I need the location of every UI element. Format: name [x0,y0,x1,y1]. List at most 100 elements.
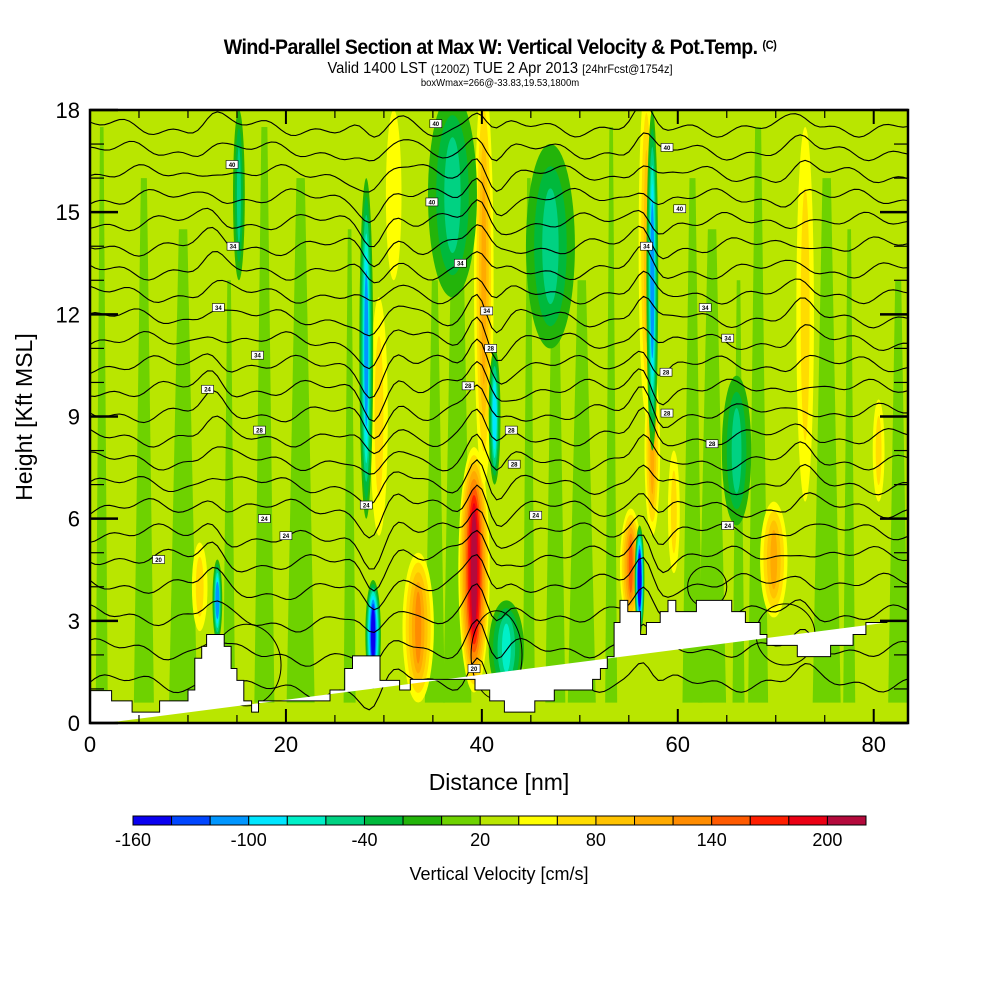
theta-contour-line [90,433,908,475]
svg-text:20: 20 [155,558,162,564]
contour-labels: 40 34 34 34 24 28 24 24 20 40 40 34 34 28 28 28 28 24 20 24… [152,119,735,673]
svg-text:24: 24 [261,517,268,523]
w-level-contour [637,556,642,603]
x-tick-label: 0 [84,732,96,757]
contour-label: 24 [201,384,214,394]
colorbar-swatch [248,815,288,826]
colorbar-swatch [595,815,636,826]
contour-label: 20 [152,555,165,564]
w-level-contour [800,187,810,441]
theta-contour-line [90,199,908,248]
y-tick-label: 9 [68,405,80,430]
colorbar-swatch [518,815,558,826]
svg-text:24: 24 [283,534,290,540]
contour-label: 34 [640,241,653,251]
svg-text:34: 34 [483,309,490,315]
valid-date: TUE 2 Apr 2013 [473,60,579,77]
w-cell-updraft-70 [760,501,788,618]
contour-label: 24 [279,531,293,540]
colorbar-swatch [634,815,674,826]
contour-label: 34 [721,333,735,342]
w-level-contour [472,518,477,621]
field-striation [567,280,596,703]
w-cell-updraft-slant-28-top [385,110,402,281]
colorbar-swatch [788,815,828,826]
field-striation [223,280,236,703]
svg-text:34: 34 [643,245,650,251]
y-axis-label: Height [Kft MSL] [11,333,37,500]
colorbar-swatch [286,815,327,826]
svg-text:28: 28 [487,347,494,353]
contour-label: 28 [659,367,673,377]
w-cell-sink-66 [721,375,752,526]
w-level-contour [364,270,369,427]
svg-text:40: 40 [676,207,683,213]
svg-text:40: 40 [664,146,671,152]
contour-label: 24 [529,510,543,520]
x-tick-label: 60 [666,732,690,757]
theta-contour-line [90,529,908,592]
colorbar-tick-label: 200 [812,830,842,850]
svg-text:24: 24 [363,503,370,509]
field-striation [682,178,703,703]
colorbar-swatch [402,815,443,826]
svg-text:34: 34 [254,354,261,360]
axis-ticks [89,108,908,725]
svg-text:40: 40 [432,122,439,128]
field-striation [343,229,356,703]
theta-contour-line [90,177,908,224]
w-level-contour [415,591,422,664]
contour-label: 28 [660,408,674,418]
colorbar-tick-label: -40 [351,830,377,850]
contour-label: 34 [480,306,494,315]
field-striation [545,229,566,703]
theta-contour-line [90,484,908,539]
svg-text:28: 28 [465,384,472,390]
contour-label: 28 [507,459,521,468]
y-tick-label: 15 [56,200,80,225]
field-striation [169,229,198,703]
colorbar [132,815,867,826]
colorbar-swatch [672,815,713,826]
contour-label: 40 [429,119,443,128]
contour-label: 28 [484,344,497,353]
theta-contour-line [90,245,908,284]
colorbar-swatch [363,815,404,826]
terrain-profile [90,599,888,723]
copyright-mark: (C) [762,38,777,52]
colorbar-swatch [556,815,597,826]
contour-label: 34 [212,303,225,312]
w-cell-sink-48 [525,144,575,349]
w-level-contour [374,336,384,497]
theta-contour-line [90,553,908,611]
svg-text:24: 24 [204,388,211,394]
w-level-contour [670,470,677,554]
colorbar-tick-label: 140 [697,830,727,850]
chart-title: Wind-Parallel Section at Max W: Vertical… [35,36,965,60]
theta-contour-line [90,132,908,162]
contour-label: 34 [454,258,467,268]
w-level-contour [444,137,461,254]
colorbar-swatch [132,815,173,826]
theta-contour-line [90,224,908,268]
contour-label: 28 [504,425,518,435]
w-cell-updraft-core-column [474,110,494,485]
w-level-contour [731,408,742,494]
svg-text:34: 34 [457,262,464,268]
theta-contour-line [90,338,908,399]
w-level-contour [650,202,655,359]
contour-label: 24 [359,500,373,509]
contour-label: 24 [258,514,271,523]
colorbar-swatch [441,815,481,826]
w-level-contour [501,623,511,673]
contour-label: 34 [226,241,240,251]
contour-label: 20 [467,664,481,673]
w-level-contour [492,383,497,450]
x-axis-label: Distance [nm] [429,769,570,795]
y-tick-label: 12 [56,302,80,327]
w-cell-updraft-81 [872,399,885,502]
field-striation [286,178,315,703]
y-tick-label: 18 [56,98,80,123]
x-tick-label: 80 [861,732,885,757]
